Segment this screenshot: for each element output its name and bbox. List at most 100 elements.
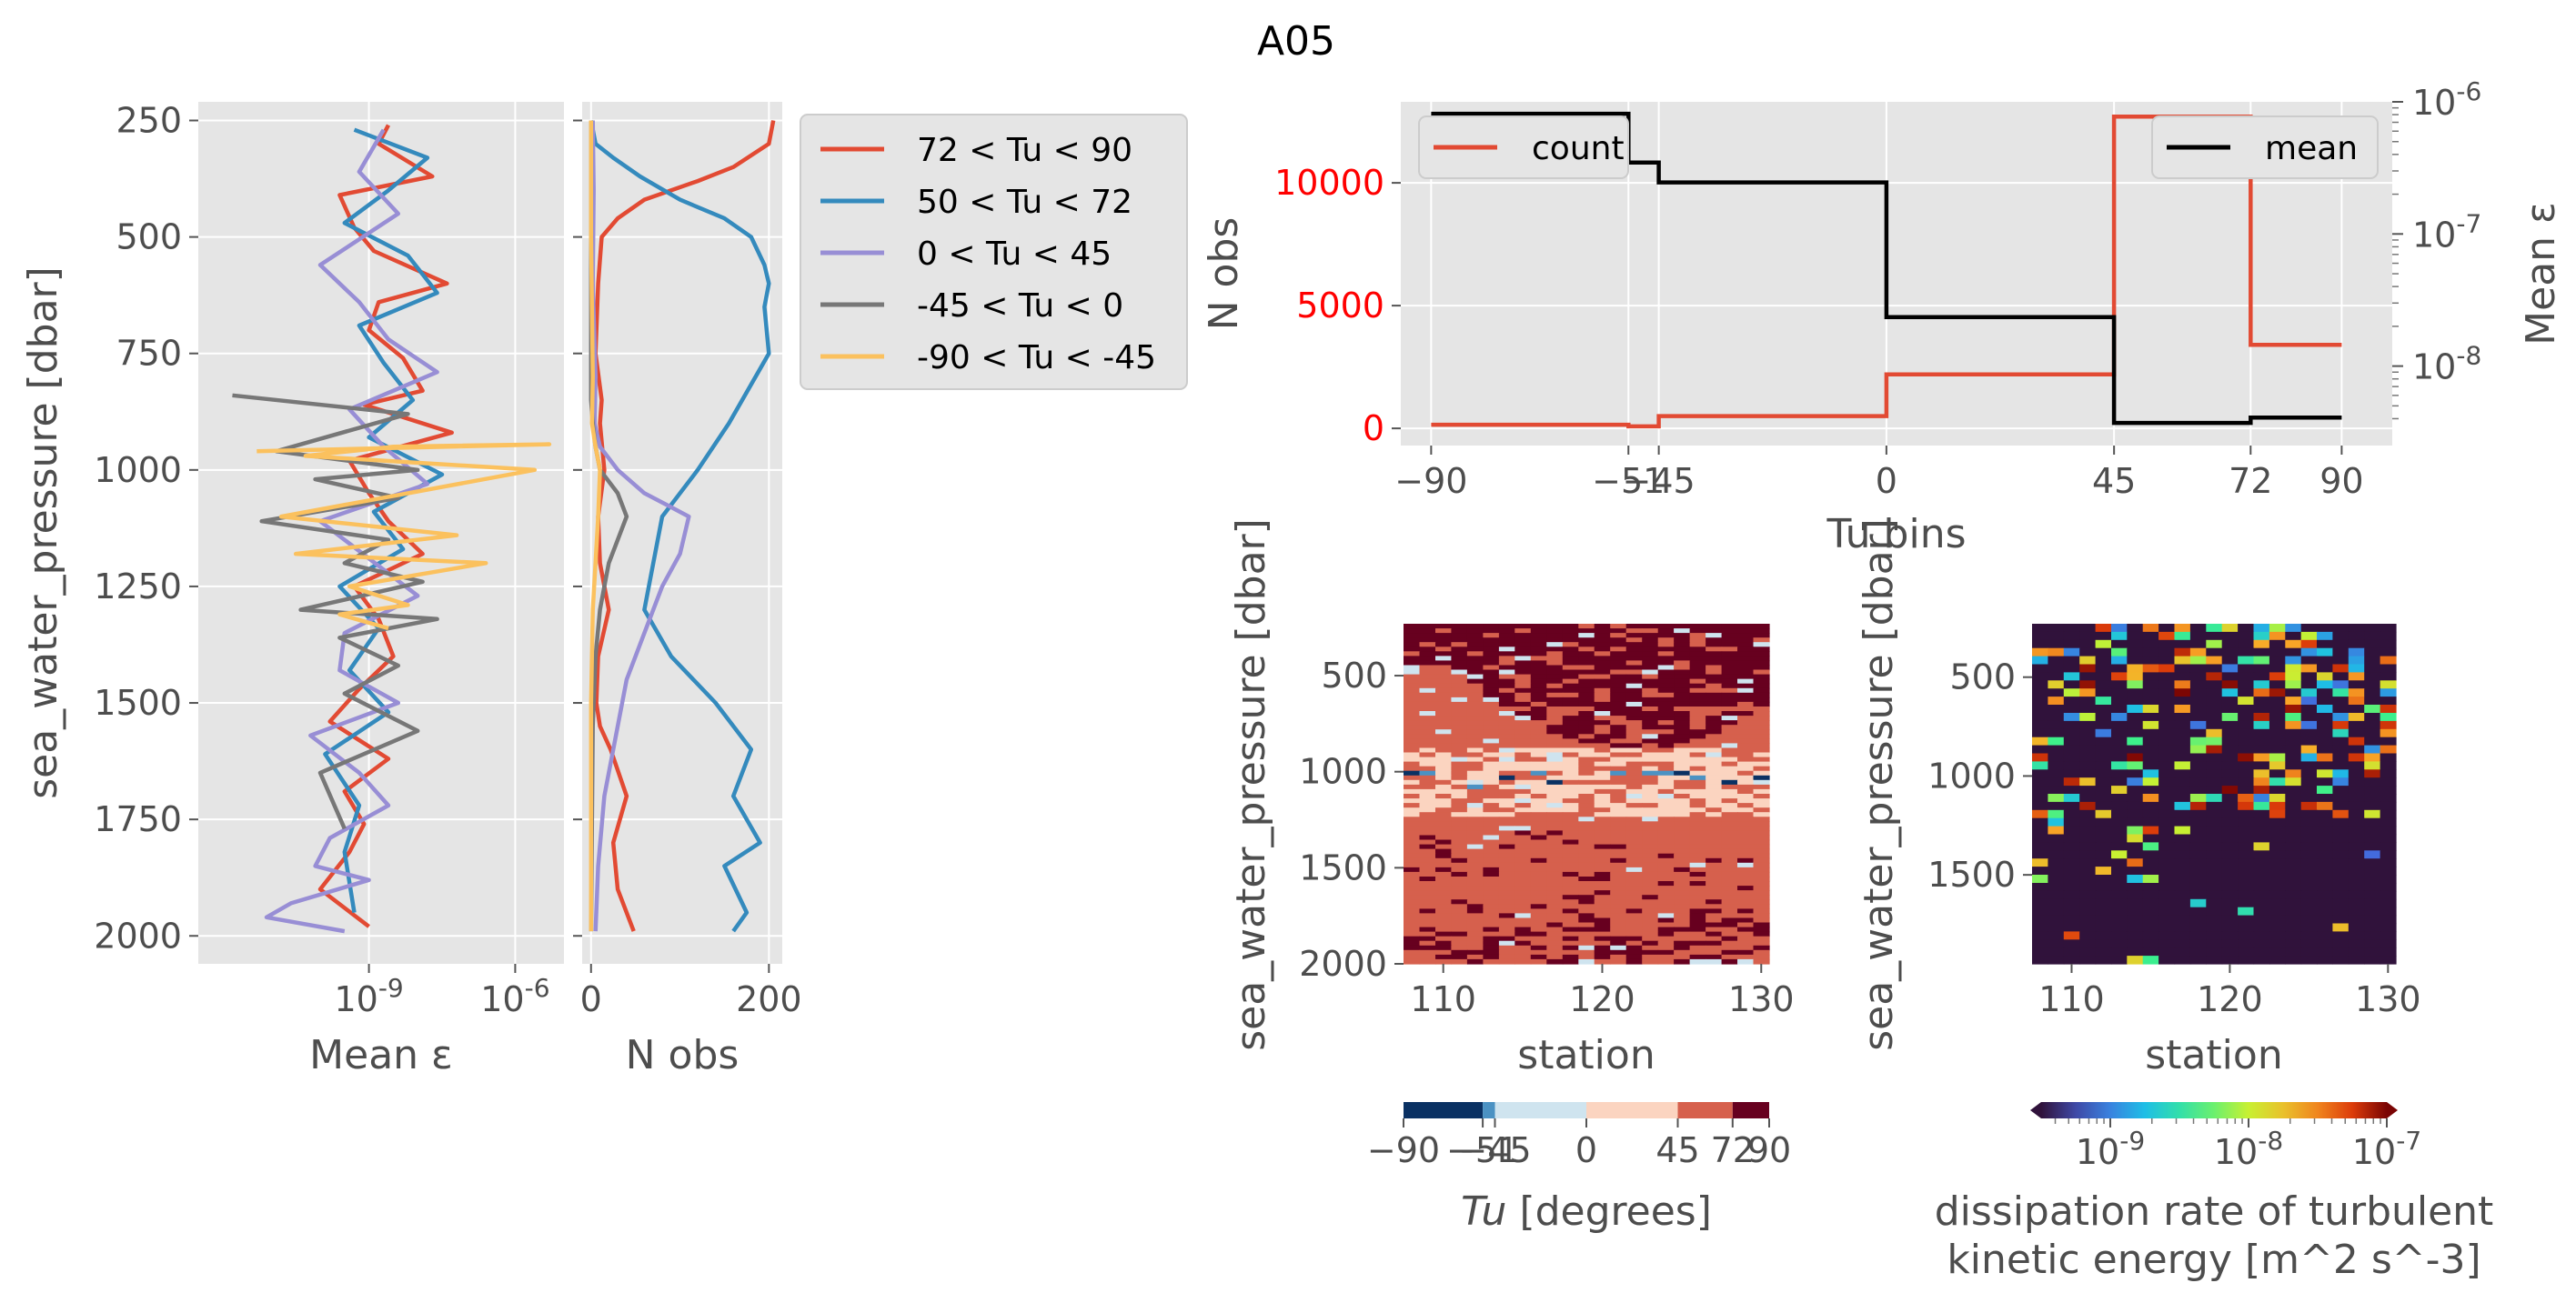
tu-heatmap-cell bbox=[1610, 716, 1627, 721]
eps-heatmap-cell bbox=[2364, 713, 2381, 722]
eps-heatmap-cell bbox=[2317, 664, 2333, 673]
eps-heatmap-cell bbox=[2127, 761, 2144, 770]
tu-heatmap-cell bbox=[1689, 747, 1706, 754]
eps-heatmap-cell bbox=[2095, 737, 2112, 747]
tu-heatmap-cell bbox=[1721, 945, 1738, 951]
tu-heatmap-cell bbox=[1642, 683, 1659, 689]
eps-heatmap-cell bbox=[2111, 883, 2128, 892]
tu-heatmap-cell bbox=[1435, 807, 1453, 813]
tu-heatmap-cell bbox=[1706, 687, 1723, 694]
tu-heatmap-cell bbox=[1562, 803, 1579, 808]
tu-heatmap-cell bbox=[1404, 725, 1421, 730]
tu-heatmap-cell bbox=[1753, 807, 1770, 813]
tu-heatmap-cell bbox=[1706, 697, 1723, 703]
tu-heatmap-cell bbox=[1435, 665, 1453, 671]
tu-heatmap-cell bbox=[1578, 628, 1595, 634]
eps-heatmap-cell bbox=[2206, 931, 2223, 940]
eps-colorbar-extend-high bbox=[2387, 1102, 2398, 1118]
eps-heatmap-cell bbox=[2032, 680, 2048, 689]
nobs-series-line bbox=[589, 120, 602, 932]
eps-heatmap-cell bbox=[2300, 777, 2318, 787]
tu-heatmap-cell bbox=[1546, 954, 1564, 960]
tu-heatmap-cell bbox=[1578, 821, 1595, 827]
eps-heatmap-cell bbox=[2174, 680, 2191, 689]
eps-heatmap-cell bbox=[2332, 842, 2350, 851]
eps-heatmap-cell bbox=[2317, 720, 2333, 730]
eps-heatmap-cell bbox=[2300, 939, 2318, 948]
tu-heatmap-cell bbox=[1610, 701, 1627, 707]
tu-heatmap-cell bbox=[1706, 807, 1723, 813]
tu-heatmap-cell bbox=[1610, 917, 1627, 924]
tu-heatmap-cell bbox=[1419, 692, 1436, 698]
tu-xtick-label: 72 bbox=[2229, 461, 2272, 501]
eps-heatmap-cell bbox=[2300, 713, 2318, 722]
tu-heatmap-cell bbox=[1498, 729, 1515, 735]
tu-heatmap-cell bbox=[1689, 958, 1706, 965]
tu-heatmap-cell bbox=[1546, 904, 1564, 909]
tu-heatmap-cell bbox=[1498, 743, 1515, 749]
eps-heatmap-cell bbox=[2095, 639, 2112, 649]
tu-heatmap-cell bbox=[1753, 757, 1770, 763]
eps-heatmap-cell bbox=[2332, 624, 2350, 633]
tu-heatmap-cell bbox=[1721, 871, 1738, 877]
eps-heatmap-cell bbox=[2348, 842, 2365, 851]
eps-heatmap-cell bbox=[2300, 875, 2318, 884]
tu-heatmap-cell bbox=[1435, 770, 1453, 777]
tu-heatmap-cell bbox=[1642, 922, 1659, 928]
tu-heatmap-cell bbox=[1498, 812, 1515, 817]
eps-heatmap-cell bbox=[2364, 898, 2381, 908]
tu-heatmap-cell bbox=[1466, 692, 1484, 698]
tu-heatmap-cell bbox=[1498, 651, 1515, 657]
tu-heatmap-cell bbox=[1706, 683, 1723, 689]
tu-colorbar-tick-label: −45 bbox=[1458, 1130, 1531, 1170]
tu-heatmap-cell bbox=[1721, 761, 1738, 767]
eps-heatmap-cell bbox=[2206, 915, 2223, 925]
tu-heatmap-cell bbox=[1625, 779, 1643, 786]
eps-heatmap-cell bbox=[2206, 705, 2223, 714]
eps-heatmap-cell bbox=[2174, 947, 2191, 957]
tu-heatmap-cell bbox=[1546, 830, 1564, 837]
eps-heatmap-cell bbox=[2174, 728, 2191, 738]
eps-heatmap-cell bbox=[2348, 923, 2365, 932]
tu-heatmap-cell bbox=[1721, 711, 1738, 717]
tu-heatmap-cell bbox=[1625, 770, 1643, 777]
eps-heatmap-cell bbox=[2364, 745, 2381, 755]
tu-heatmap-cell bbox=[1419, 812, 1436, 817]
eps-heatmap-cell bbox=[2174, 817, 2191, 827]
tu-heatmap-cell bbox=[1689, 917, 1706, 924]
tu-heatmap-cell bbox=[1466, 798, 1484, 804]
eps-heatmap-cell bbox=[2269, 794, 2286, 803]
tu-heatmap-cell bbox=[1625, 958, 1643, 965]
eps-heatmap-cell bbox=[2269, 672, 2286, 681]
tu-heatmap-cell bbox=[1689, 886, 1706, 891]
eps-heatmap-cell bbox=[2221, 737, 2239, 747]
tu-section-ytick-label: 1500 bbox=[1299, 847, 1387, 887]
tu-heatmap-cell bbox=[1546, 881, 1564, 887]
tu-heatmap-cell bbox=[1642, 807, 1659, 813]
tu-heatmap-cell bbox=[1435, 784, 1453, 790]
tu-heatmap-cell bbox=[1546, 656, 1564, 662]
tu-heatmap-cell bbox=[1562, 720, 1579, 726]
tu-heatmap-cell bbox=[1674, 766, 1691, 772]
eps-heatmap-cell bbox=[2127, 809, 2144, 819]
eps-heatmap-cell bbox=[2158, 956, 2176, 965]
eps-heatmap-cell bbox=[2158, 801, 2176, 811]
eps-heatmap-cell bbox=[2253, 850, 2270, 859]
tu-heatmap-cell bbox=[1483, 812, 1500, 817]
tu-heatmap-cell bbox=[1498, 803, 1515, 808]
tu-heatmap-cell bbox=[1404, 848, 1421, 855]
tu-heatmap-cell bbox=[1610, 954, 1627, 960]
eps-heatmap-cell bbox=[2364, 777, 2381, 787]
eps-heatmap-cell bbox=[2174, 956, 2191, 965]
tu-heatmap-cell bbox=[1435, 766, 1453, 772]
tu-heatmap-cell bbox=[1721, 720, 1738, 726]
tu-heatmap-cell bbox=[1610, 784, 1627, 790]
tu-heatmap-cell bbox=[1514, 743, 1532, 749]
tu-heatmap-cell bbox=[1514, 761, 1532, 767]
tu-heatmap-cell bbox=[1483, 707, 1500, 712]
tu-heatmap-cell bbox=[1610, 871, 1627, 877]
eps-heatmap-cell bbox=[2253, 761, 2270, 770]
eps-heatmap-cell bbox=[2221, 647, 2239, 657]
eps-heatmap-cell bbox=[2158, 898, 2176, 908]
tu-heatmap-cell bbox=[1404, 678, 1421, 685]
